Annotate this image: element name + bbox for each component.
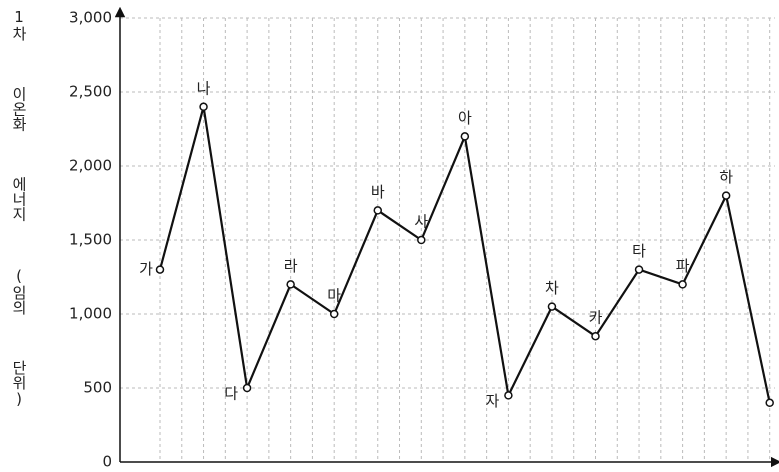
y-tick-label: 2,000 [69,157,112,175]
point-label: 다 [224,385,238,403]
point [591,331,600,341]
y-tick-label: 1,500 [69,231,112,249]
point-label: 하 [719,168,733,186]
point [373,206,382,215]
y-tick-label: 2,500 [69,83,112,101]
point [765,398,774,408]
point [504,391,513,400]
point-label: 카 [589,309,603,327]
point-label: 타 [632,242,646,260]
point [199,102,208,112]
point [634,265,644,274]
point [678,280,687,289]
point-label: 아 [458,109,472,127]
point [286,280,295,289]
point-label: 나 [197,79,211,97]
y-axis-label: 1차 이온화 에너지 (임의 단위) [10,8,28,408]
point-label: 마 [327,287,341,305]
point-label: 차 [545,279,559,297]
point-label: 가 [139,260,153,278]
point [460,132,470,141]
point [155,265,165,274]
y-tick-label: 0 [102,453,112,471]
point-label: 자 [485,392,499,410]
point-label: 라 [284,257,298,275]
point [547,302,557,311]
point-label: 바 [371,183,385,201]
y-tick-label: 1,000 [69,305,112,323]
point-label: 사 [414,213,428,231]
point [721,191,731,200]
y-tick-label: 3,000 [69,9,112,27]
point [417,235,426,245]
y-tick-label: 500 [83,379,112,397]
point [329,309,339,319]
grid [120,17,775,462]
point [242,383,252,393]
point-label: 파 [676,257,690,275]
